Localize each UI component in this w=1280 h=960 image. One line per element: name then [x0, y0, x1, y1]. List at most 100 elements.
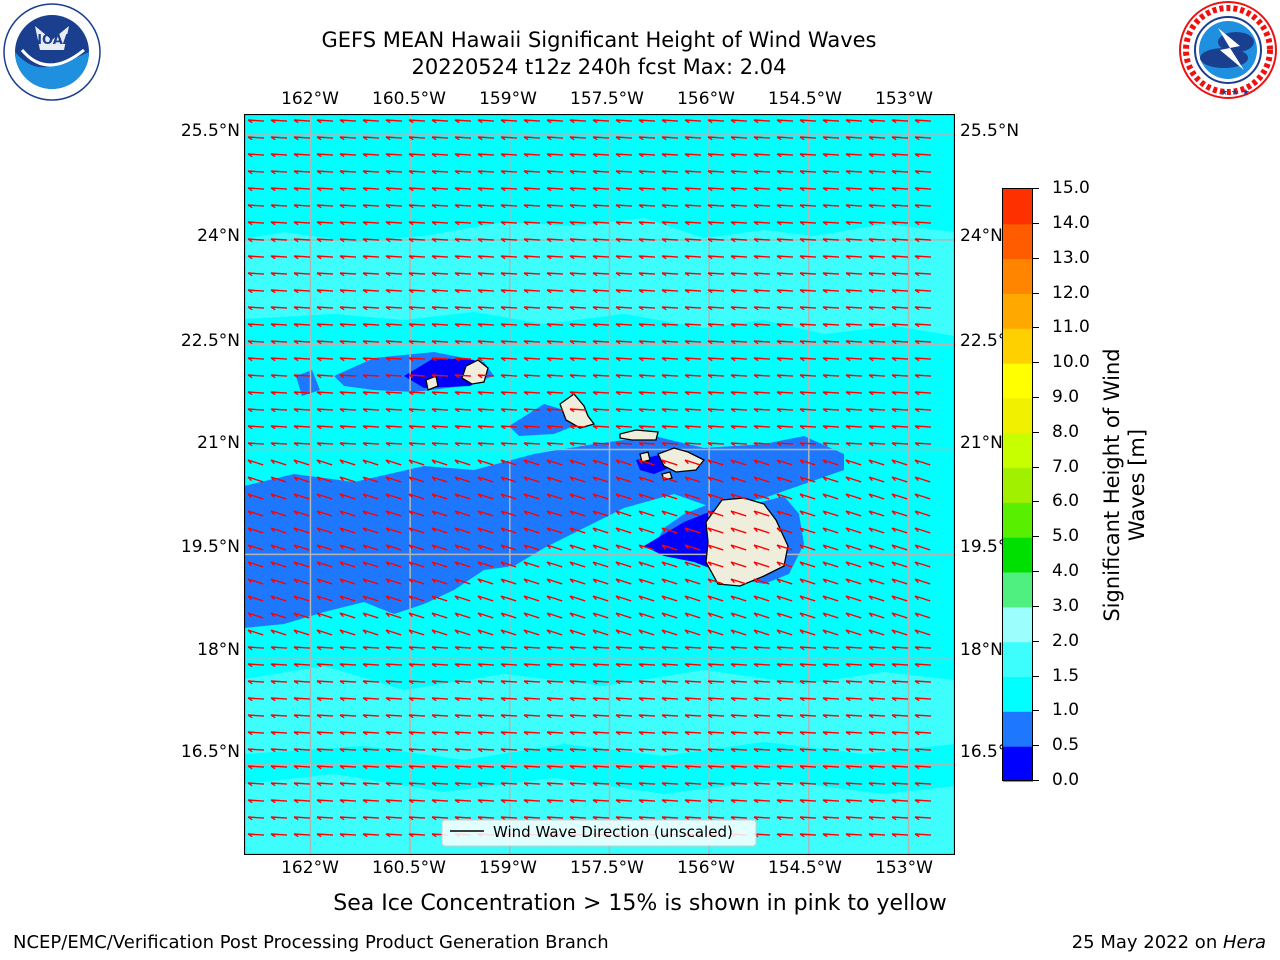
wave-arrow [615, 697, 633, 702]
wave-arrow [661, 204, 679, 209]
wave-arrow [316, 646, 334, 651]
wave-arrow [638, 612, 655, 619]
noaa-logo-graphic: NOAA [3, 3, 101, 101]
wave-arrow [753, 187, 771, 192]
wave-arrow [408, 680, 426, 685]
wave-arrow [914, 680, 932, 685]
wave-arrow [316, 544, 333, 551]
wave-arrow [845, 272, 863, 277]
wave-arrow [684, 714, 702, 719]
colorbar-tick-mark [1033, 431, 1039, 433]
wave-arrow [868, 578, 885, 585]
wave-arrow [914, 663, 932, 668]
wave-arrow [914, 816, 932, 821]
wave-arrow [546, 221, 564, 226]
wave-arrow [477, 663, 495, 668]
wave-arrow [753, 748, 771, 753]
wave-arrow [454, 510, 471, 517]
wave-arrow [477, 306, 495, 311]
wave-arrow [845, 646, 863, 651]
wave-arrow [270, 187, 288, 192]
lat-tick-left-6: 16.5°N [180, 742, 240, 762]
wave-arrow [293, 391, 311, 396]
wave-arrow [316, 119, 334, 124]
wave-arrow [592, 527, 609, 534]
wave-arrow [431, 595, 448, 602]
wave-arrow [293, 442, 311, 447]
colorbar-tick-mark [1033, 745, 1039, 747]
wave-arrow [454, 289, 472, 294]
wave-arrow [569, 748, 587, 753]
wave-arrow [661, 374, 679, 379]
wave-arrow [707, 765, 725, 770]
wave-arrow [500, 612, 517, 619]
wave-arrow [523, 493, 540, 500]
wave-arrow [891, 612, 908, 619]
wave-arrow [316, 221, 334, 226]
wave-arrow [615, 493, 632, 500]
wave-arrow [661, 527, 678, 534]
lat-tick-left-3: 21°N [197, 433, 240, 453]
wave-arrow [270, 357, 288, 362]
wave-arrow [730, 459, 747, 466]
wave-arrow [247, 204, 265, 209]
wave-arrow [776, 357, 794, 362]
wave-arrow [753, 272, 771, 277]
arrow-legend: Wind Wave Direction (unscaled) [441, 819, 757, 847]
wave-arrow [707, 476, 724, 483]
wave-arrow [684, 816, 702, 821]
wave-arrow [569, 612, 586, 619]
wave-arrow [592, 731, 610, 736]
wave-arrow [845, 782, 863, 787]
wave-arrow [339, 510, 356, 517]
wave-arrow [707, 306, 725, 311]
wave-arrow [408, 136, 426, 141]
wave-arrow [799, 187, 817, 192]
wave-arrow [615, 476, 632, 483]
wave-arrow [546, 714, 564, 719]
wave-arrow [293, 289, 311, 294]
wave-arrow [799, 323, 817, 328]
footer-right: 25 May 2022 on Hera [1072, 932, 1266, 954]
wave-arrow [707, 680, 725, 685]
wave-arrow [730, 442, 748, 447]
wave-arrow [477, 629, 494, 636]
wave-arrow [293, 221, 311, 226]
wave-arrow [799, 782, 817, 787]
wave-arrow [270, 272, 288, 277]
wave-arrow [316, 323, 334, 328]
wave-arrow [730, 119, 748, 124]
lon-tick-bottom-4: 156°W [677, 858, 735, 878]
wave-arrow [730, 289, 748, 294]
wave-arrow [385, 221, 403, 226]
wave-arrow [845, 306, 863, 311]
wave-arrow [270, 782, 288, 787]
wave-arrow [454, 323, 472, 328]
wave-arrow [822, 170, 840, 175]
wave-arrow [293, 646, 311, 651]
wave-arrow [362, 425, 380, 430]
wave-arrow [730, 782, 748, 787]
wave-arrow [247, 765, 265, 770]
wave-arrow [753, 289, 771, 294]
colorbar-tick-mark [1033, 571, 1039, 573]
colorbar-segment [1003, 711, 1033, 747]
wave-arrow [661, 782, 679, 787]
wave-arrow [707, 714, 725, 719]
wave-arrow [339, 204, 357, 209]
wave-arrow [914, 612, 931, 619]
wave-arrow [569, 561, 586, 568]
wave-arrow [385, 425, 403, 430]
wave-arrow [247, 663, 265, 668]
wave-arrow [408, 816, 426, 821]
wave-arrow [477, 765, 495, 770]
wave-arrow [477, 748, 495, 753]
colorbar-tick-mark [1033, 780, 1039, 781]
lon-tick-bottom-5: 154.5°W [768, 858, 842, 878]
wave-arrow [799, 136, 817, 141]
wave-arrow [638, 238, 656, 243]
wave-arrow [477, 527, 494, 534]
wave-arrow [638, 204, 656, 209]
wave-arrow [316, 289, 334, 294]
wave-arrow [339, 306, 357, 311]
